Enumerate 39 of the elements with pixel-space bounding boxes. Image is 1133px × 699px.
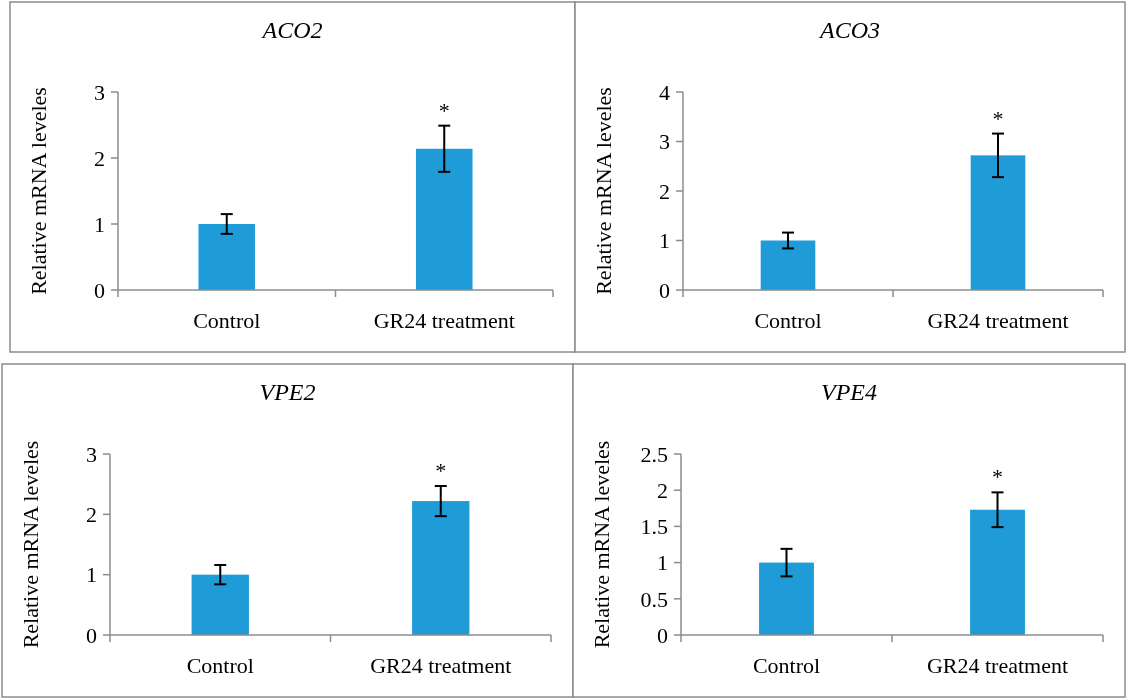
y-tick-label: 3 (659, 129, 670, 155)
y-axis-title: Relative mRNA leveles (589, 440, 614, 649)
annotation: * (435, 457, 447, 483)
y-tick-label: 0 (657, 622, 668, 648)
x-tick-label: GR24 treatment (370, 653, 512, 678)
y-tick-label: 0.5 (640, 586, 668, 612)
chart-title: ACO2 (260, 17, 323, 43)
x-tick-label: GR24 treatment (927, 308, 1069, 333)
y-tick-label: 1 (86, 562, 97, 588)
y-tick-label: 1 (94, 211, 105, 237)
y-tick-label: 4 (659, 79, 670, 105)
annotation: * (438, 97, 450, 123)
x-tick-label: Control (186, 653, 254, 678)
x-tick-label: GR24 treatment (373, 308, 515, 333)
y-tick-label: 0 (94, 277, 105, 303)
y-tick-label: 1.5 (640, 514, 668, 540)
y-axis-title: Relative mRNA leveles (26, 87, 51, 295)
y-tick-label: 2 (659, 178, 670, 204)
y-tick-label: 2 (94, 145, 105, 171)
annotation: * (992, 464, 1003, 490)
y-tick-label: 2 (86, 502, 97, 528)
y-axis-title: Relative mRNA leveles (18, 440, 43, 649)
y-tick-label: 1 (657, 550, 668, 576)
y-tick-label: 0 (659, 277, 670, 303)
y-axis-title: Relative mRNA leveles (591, 87, 616, 295)
y-tick-label: 0 (86, 622, 97, 648)
chart-title: VPE4 (821, 379, 877, 405)
y-tick-label: 3 (94, 79, 105, 105)
y-tick-label: 2.5 (640, 441, 668, 467)
y-tick-label: 1 (659, 228, 670, 254)
chart-title: ACO3 (818, 17, 880, 43)
x-tick-label: Control (754, 308, 822, 333)
x-tick-label: GR24 treatment (926, 653, 1069, 678)
y-tick-label: 2 (657, 477, 668, 503)
x-tick-label: Control (193, 308, 261, 333)
x-tick-label: Control (752, 653, 821, 678)
chart-title: VPE2 (259, 379, 316, 405)
annotation: * (992, 105, 1004, 131)
y-tick-label: 3 (86, 441, 97, 467)
